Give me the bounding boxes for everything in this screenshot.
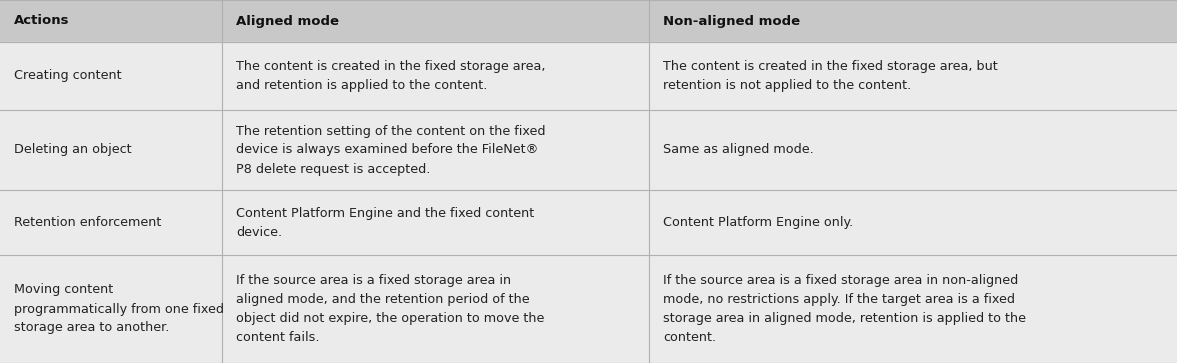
Bar — [0, 0, 1177, 42]
Text: If the source area is a fixed storage area in
aligned mode, and the retention pe: If the source area is a fixed storage ar… — [237, 274, 545, 344]
Text: Retention enforcement: Retention enforcement — [14, 216, 161, 229]
Text: The content is created in the fixed storage area,
and retention is applied to th: The content is created in the fixed stor… — [237, 60, 545, 92]
Text: If the source area is a fixed storage area in non-aligned
mode, no restrictions : If the source area is a fixed storage ar… — [663, 274, 1026, 344]
Text: Moving content
programmatically from one fixed
storage area to another.: Moving content programmatically from one… — [14, 284, 224, 334]
Text: The retention setting of the content on the fixed
device is always examined befo: The retention setting of the content on … — [237, 125, 545, 175]
Bar — [0, 190, 1177, 255]
Bar — [0, 255, 1177, 363]
Text: The content is created in the fixed storage area, but
retention is not applied t: The content is created in the fixed stor… — [663, 60, 998, 92]
Text: Actions: Actions — [14, 15, 69, 28]
Text: Content Platform Engine only.: Content Platform Engine only. — [663, 216, 853, 229]
Bar — [0, 110, 1177, 190]
Text: Non-aligned mode: Non-aligned mode — [663, 15, 800, 28]
Text: Deleting an object: Deleting an object — [14, 143, 132, 156]
Bar — [0, 42, 1177, 110]
Text: Creating content: Creating content — [14, 69, 121, 82]
Text: Aligned mode: Aligned mode — [237, 15, 339, 28]
Text: Same as aligned mode.: Same as aligned mode. — [663, 143, 813, 156]
Text: Content Platform Engine and the fixed content
device.: Content Platform Engine and the fixed co… — [237, 207, 534, 238]
